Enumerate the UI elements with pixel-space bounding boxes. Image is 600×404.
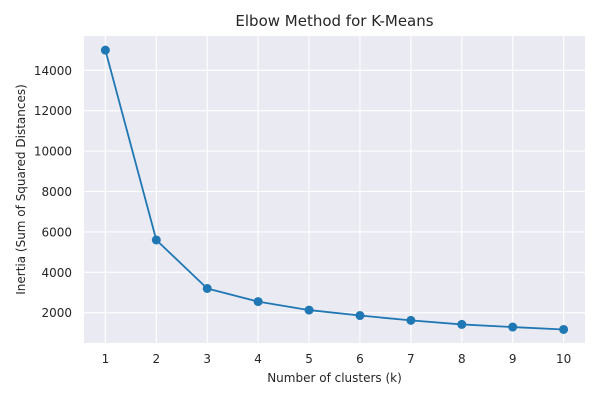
x-axis-ticks: 1 2 3 4 5 6 7 8 9 10 [102, 352, 572, 366]
plot-area [84, 36, 585, 343]
x-tick-label: 7 [407, 352, 415, 366]
data-point [202, 283, 212, 293]
y-axis-ticks: 2000 4000 6000 8000 10000 12000 14000 [34, 64, 72, 320]
x-tick-label: 6 [356, 352, 364, 366]
data-point [151, 235, 161, 245]
y-axis-title: Inertia (Sum of Squared Distances) [14, 84, 28, 295]
y-tick-label: 4000 [41, 266, 72, 280]
y-tick-label: 8000 [41, 185, 72, 199]
x-tick-label: 9 [509, 352, 517, 366]
y-tick-label: 10000 [34, 145, 72, 159]
x-tick-label: 1 [102, 352, 110, 366]
series-line [104, 49, 564, 331]
data-point [100, 45, 110, 55]
y-tick-label: 14000 [34, 64, 72, 78]
data-point [355, 311, 365, 321]
grid-lines [84, 36, 585, 343]
x-axis-title: Number of clusters (k) [267, 371, 402, 385]
x-tick-label: 2 [152, 352, 160, 366]
data-point [253, 297, 263, 307]
data-point [457, 319, 467, 329]
y-tick-label: 6000 [41, 225, 72, 239]
chart-title: Elbow Method for K-Means [235, 12, 433, 30]
x-tick-label: 4 [254, 352, 262, 366]
data-point [559, 324, 569, 334]
data-point [304, 305, 314, 315]
data-point [406, 315, 416, 325]
x-tick-label: 3 [203, 352, 211, 366]
data-point [508, 322, 518, 332]
x-tick-label: 8 [458, 352, 466, 366]
x-tick-label: 5 [305, 352, 313, 366]
y-tick-label: 2000 [41, 306, 72, 320]
series-group [100, 45, 569, 334]
y-tick-label: 12000 [34, 104, 72, 118]
x-tick-label: 10 [556, 352, 571, 366]
